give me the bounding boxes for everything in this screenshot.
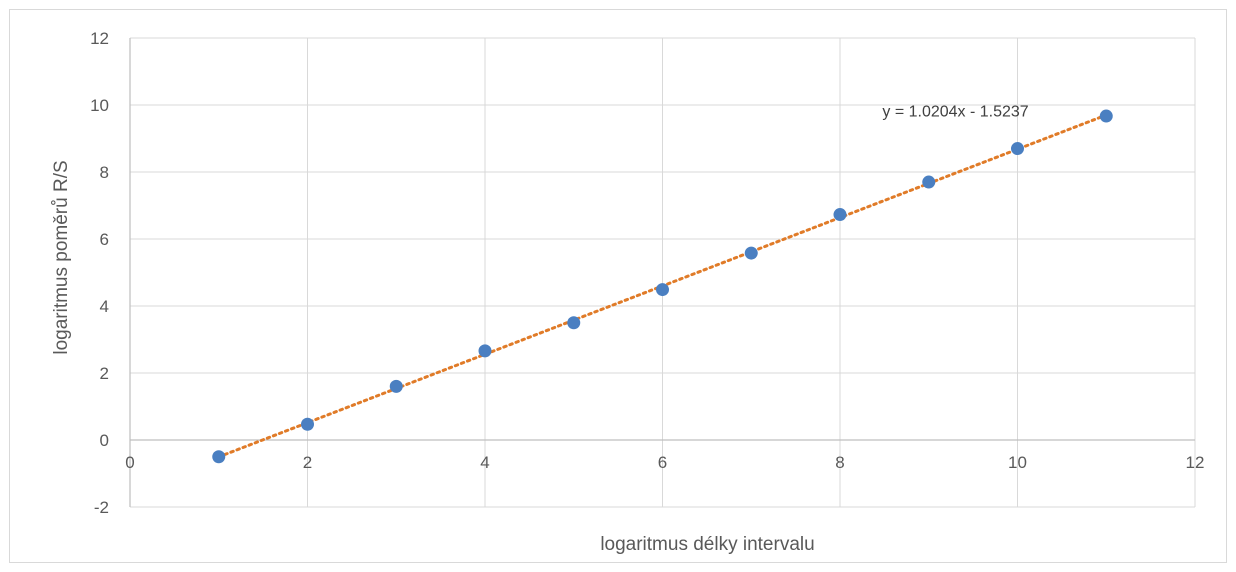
y-tick-label: 0 — [100, 431, 109, 450]
tick-labels: 0 2 4 6 8 10 12 -2 0 2 4 6 8 10 12 — [90, 29, 1204, 517]
scatter-chart: 0 2 4 6 8 10 12 -2 0 2 4 6 8 10 12 y = 1.0204x - 1.523… — [51, 29, 1204, 555]
gridlines — [130, 37, 1196, 508]
x-tick-label: 4 — [480, 453, 489, 472]
data-point — [922, 175, 936, 189]
x-tick-label: 2 — [303, 453, 312, 472]
data-point — [744, 246, 758, 260]
y-tick-label: -2 — [94, 498, 109, 517]
x-tick-label: 12 — [1186, 453, 1205, 472]
x-tick-label: 6 — [658, 453, 667, 472]
y-tick-label: 12 — [90, 29, 109, 48]
data-point — [1099, 109, 1113, 123]
data-point — [1011, 142, 1024, 156]
y-tick-label: 8 — [100, 163, 109, 182]
data-point — [567, 316, 581, 330]
chart-area: 0 2 4 6 8 10 12 -2 0 2 4 6 8 10 12 y = 1.0204x - 1.523… — [9, 9, 1227, 563]
x-axis-title: logaritmus délky intervalu — [600, 534, 814, 555]
trendline-equation: y = 1.0204x - 1.5237 — [882, 104, 1028, 121]
y-tick-label: 4 — [100, 297, 109, 316]
x-tick-label: 8 — [835, 453, 844, 472]
y-axis-title: logaritmus poměrů R/S — [51, 160, 72, 354]
axes — [129, 38, 1195, 507]
x-tick-label: 10 — [1008, 453, 1027, 472]
data-points — [212, 109, 1113, 464]
data-point — [833, 208, 847, 222]
data-point — [656, 283, 669, 297]
data-point — [212, 450, 226, 464]
data-point — [301, 417, 314, 431]
y-tick-label: 10 — [90, 96, 109, 115]
data-point — [389, 379, 403, 393]
x-tick-label: 0 — [125, 453, 134, 472]
y-tick-label: 6 — [100, 230, 109, 249]
y-tick-label: 2 — [100, 364, 109, 383]
data-point — [478, 344, 492, 358]
